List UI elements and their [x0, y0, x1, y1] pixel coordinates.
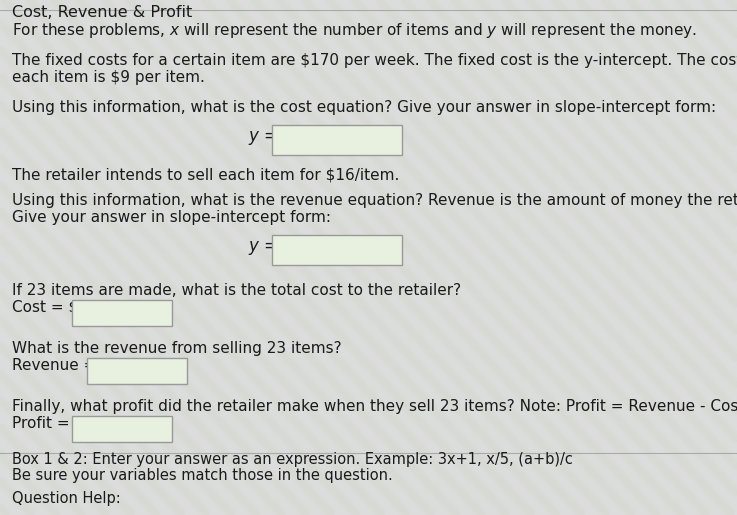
Text: Using this information, what is the cost equation? Give your answer in slope-int: Using this information, what is the cost… — [12, 100, 716, 115]
Text: each item is $9 per item.: each item is $9 per item. — [12, 70, 205, 85]
Text: Profit = $: Profit = $ — [12, 416, 84, 431]
Text: What is the revenue from selling 23 items?: What is the revenue from selling 23 item… — [12, 341, 342, 356]
Text: If 23 items are made, what is the total cost to the retailer?: If 23 items are made, what is the total … — [12, 283, 461, 298]
FancyBboxPatch shape — [72, 300, 172, 326]
Text: $y$ =: $y$ = — [248, 129, 278, 147]
Text: Cost = $: Cost = $ — [12, 300, 78, 315]
Text: $y$ =: $y$ = — [248, 239, 278, 257]
FancyBboxPatch shape — [272, 125, 402, 155]
Text: Finally, what profit did the retailer make when they sell 23 items? Note: Profit: Finally, what profit did the retailer ma… — [12, 399, 737, 414]
FancyBboxPatch shape — [72, 416, 172, 442]
Text: The retailer intends to sell each item for $16/item.: The retailer intends to sell each item f… — [12, 168, 399, 183]
Text: Question Help:: Question Help: — [12, 491, 121, 506]
Text: Cost, Revenue & Profit: Cost, Revenue & Profit — [12, 5, 192, 20]
Text: Give your answer in slope-intercept form:: Give your answer in slope-intercept form… — [12, 210, 331, 225]
FancyBboxPatch shape — [87, 358, 187, 384]
Text: Be sure your variables match those in the question.: Be sure your variables match those in th… — [12, 468, 393, 483]
FancyBboxPatch shape — [272, 235, 402, 265]
Text: Using this information, what is the revenue equation? Revenue is the amount of m: Using this information, what is the reve… — [12, 193, 737, 208]
Text: For these problems, $x$ will represent the number of items and $y$ will represen: For these problems, $x$ will represent t… — [12, 21, 697, 40]
Text: Revenue = $: Revenue = $ — [12, 358, 111, 373]
Text: The fixed costs for a certain item are $170 per week. The fixed cost is the y-in: The fixed costs for a certain item are $… — [12, 53, 737, 68]
Text: Box 1 & 2: Enter your answer as an expression. Example: 3x+1, x/5, (a+b)/c: Box 1 & 2: Enter your answer as an expre… — [12, 452, 573, 467]
